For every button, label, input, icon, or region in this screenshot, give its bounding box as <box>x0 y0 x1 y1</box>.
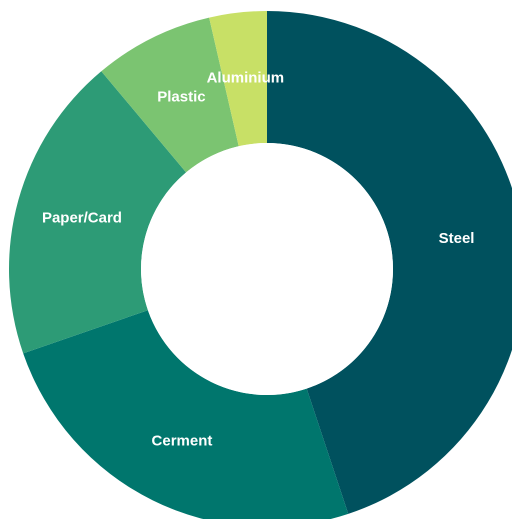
slice-steel <box>267 11 512 514</box>
slice-label-aluminium: Aluminium <box>207 70 285 87</box>
slice-plastic <box>101 17 239 173</box>
slice-aluminium <box>209 11 267 147</box>
slice-cerment <box>23 310 349 519</box>
slice-label-paper-card: Paper/Card <box>42 209 122 226</box>
donut-slices <box>8 11 512 519</box>
slice-label-steel: Steel <box>439 230 475 247</box>
slice-paper-card <box>8 71 187 354</box>
slice-label-cerment: Cerment <box>152 433 213 450</box>
donut-hole <box>141 143 393 395</box>
slice-label-plastic: Plastic <box>157 89 205 106</box>
